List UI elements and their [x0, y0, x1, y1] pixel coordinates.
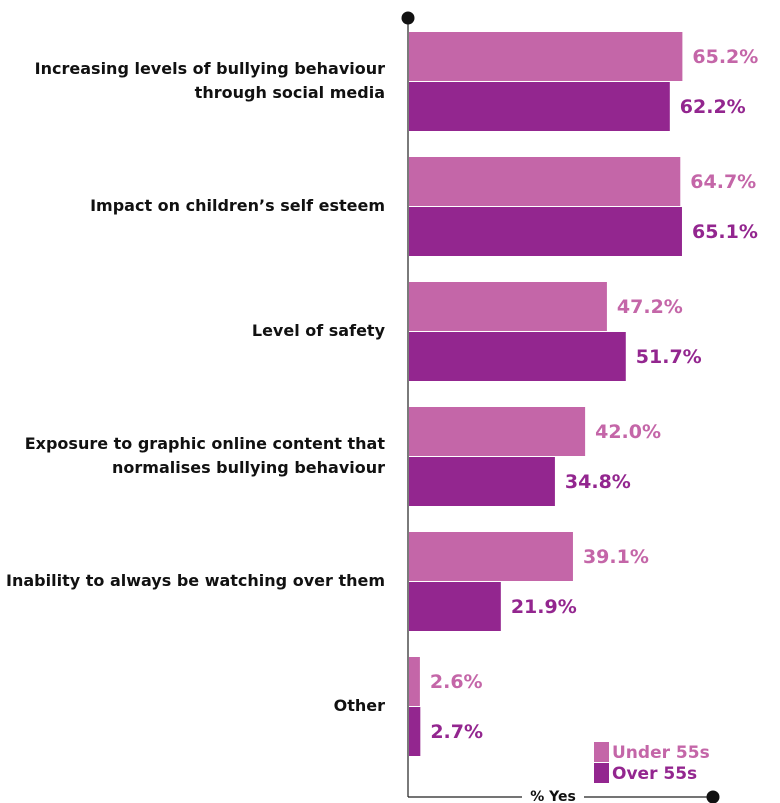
bar [409, 332, 626, 381]
bar [409, 82, 670, 131]
value-label: 64.7% [690, 171, 756, 193]
value-label: 34.8% [565, 471, 631, 493]
value-label: 2.6% [430, 671, 483, 693]
value-label: 51.7% [636, 346, 702, 368]
bar [409, 532, 573, 581]
category-label: Increasing levels of bullying behaviour … [34, 59, 385, 102]
bar [409, 582, 501, 631]
bar [409, 707, 421, 756]
legend-label: Under 55s [612, 743, 710, 763]
axis-dot [706, 790, 720, 803]
x-axis-label: % Yes [530, 789, 576, 803]
bar [409, 157, 681, 206]
value-label: 47.2% [617, 296, 683, 318]
value-label: 2.7% [430, 721, 483, 743]
bar [409, 657, 420, 706]
bar [409, 207, 682, 256]
legend-swatch [594, 763, 609, 783]
axis-dot [401, 11, 415, 25]
value-label: 65.2% [692, 46, 758, 68]
bar [409, 407, 586, 456]
bar [409, 457, 555, 506]
legend-label: Over 55s [612, 764, 697, 784]
category-label: Level of safety [251, 321, 385, 340]
legend-swatch [594, 742, 609, 762]
category-label: Exposure to graphic online content that … [24, 434, 385, 477]
value-label: 65.1% [692, 221, 758, 243]
bar [409, 32, 683, 81]
x-label-bg [522, 787, 584, 803]
value-label: 39.1% [583, 546, 649, 568]
value-label: 42.0% [595, 421, 661, 443]
category-label: Inability to always be watching over the… [6, 571, 385, 590]
category-label: Other [333, 696, 385, 715]
category-label: Impact on children’s self esteem [90, 196, 385, 215]
value-label: 21.9% [511, 596, 577, 618]
value-label: 62.2% [680, 96, 746, 118]
bar [409, 282, 607, 331]
